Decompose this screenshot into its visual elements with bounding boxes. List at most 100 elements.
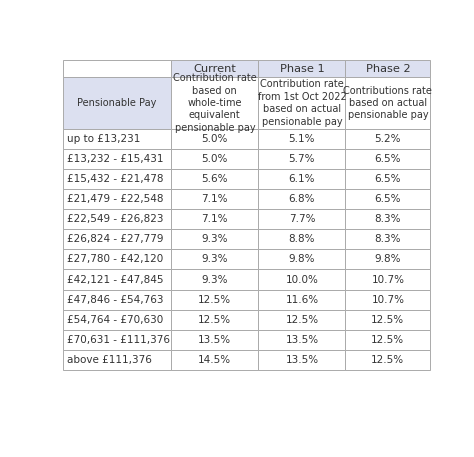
Text: 7.1%: 7.1% [201,194,228,204]
FancyBboxPatch shape [346,129,430,149]
Text: 6.5%: 6.5% [374,154,401,164]
Text: 5.6%: 5.6% [201,174,228,184]
FancyBboxPatch shape [258,189,346,209]
FancyBboxPatch shape [346,169,430,189]
Text: 10.0%: 10.0% [285,275,319,285]
FancyBboxPatch shape [171,290,258,309]
FancyBboxPatch shape [258,209,346,229]
FancyBboxPatch shape [258,250,346,270]
FancyBboxPatch shape [63,189,171,209]
Text: above £111,376: above £111,376 [67,355,152,365]
Text: 7.1%: 7.1% [201,214,228,224]
FancyBboxPatch shape [258,350,346,370]
FancyBboxPatch shape [258,169,346,189]
FancyBboxPatch shape [258,60,346,77]
FancyBboxPatch shape [63,77,171,129]
Text: Phase 1: Phase 1 [280,64,324,74]
FancyBboxPatch shape [346,309,430,329]
Text: £15,432 - £21,478: £15,432 - £21,478 [67,174,164,184]
Text: 9.3%: 9.3% [201,234,228,244]
FancyBboxPatch shape [63,270,171,290]
Text: 5.2%: 5.2% [374,134,401,144]
FancyBboxPatch shape [63,350,171,370]
FancyBboxPatch shape [258,129,346,149]
Text: £21,479 - £22,548: £21,479 - £22,548 [67,194,164,204]
FancyBboxPatch shape [171,129,258,149]
Text: 10.7%: 10.7% [371,275,404,285]
Text: 14.5%: 14.5% [198,355,231,365]
Text: 11.6%: 11.6% [285,295,319,304]
Text: 5.0%: 5.0% [201,134,228,144]
FancyBboxPatch shape [63,229,171,250]
FancyBboxPatch shape [346,209,430,229]
FancyBboxPatch shape [63,60,171,77]
Text: Contributions rate
based on actual
pensionable pay: Contributions rate based on actual pensi… [343,85,432,121]
FancyBboxPatch shape [171,60,258,77]
Text: £22,549 - £26,823: £22,549 - £26,823 [67,214,164,224]
Text: Contribution rate
from 1st Oct 2022
based on actual
pensionable pay: Contribution rate from 1st Oct 2022 base… [257,80,346,127]
Text: £13,232 - £15,431: £13,232 - £15,431 [67,154,164,164]
Text: 6.5%: 6.5% [374,174,401,184]
FancyBboxPatch shape [63,329,171,350]
Text: 5.1%: 5.1% [289,134,315,144]
Text: 12.5%: 12.5% [371,335,404,345]
FancyBboxPatch shape [346,350,430,370]
FancyBboxPatch shape [346,250,430,270]
Text: 6.8%: 6.8% [289,194,315,204]
Text: £26,824 - £27,779: £26,824 - £27,779 [67,234,164,244]
FancyBboxPatch shape [346,189,430,209]
FancyBboxPatch shape [346,149,430,169]
Text: Contribution rate
based on
whole-time
equivalent
pensionable pay: Contribution rate based on whole-time eq… [173,73,257,133]
FancyBboxPatch shape [171,77,258,129]
FancyBboxPatch shape [171,209,258,229]
Text: 9.8%: 9.8% [374,255,401,265]
Text: 7.7%: 7.7% [289,214,315,224]
Text: £47,846 - £54,763: £47,846 - £54,763 [67,295,164,304]
FancyBboxPatch shape [258,329,346,350]
Text: 13.5%: 13.5% [285,335,319,345]
FancyBboxPatch shape [171,229,258,250]
Text: 8.8%: 8.8% [289,234,315,244]
Text: 13.5%: 13.5% [198,335,231,345]
FancyBboxPatch shape [346,60,430,77]
Text: up to £13,231: up to £13,231 [67,134,141,144]
Text: 12.5%: 12.5% [198,295,231,304]
FancyBboxPatch shape [258,229,346,250]
Text: £54,764 - £70,630: £54,764 - £70,630 [67,314,164,324]
FancyBboxPatch shape [171,309,258,329]
FancyBboxPatch shape [346,77,430,129]
FancyBboxPatch shape [346,329,430,350]
FancyBboxPatch shape [346,270,430,290]
Text: Pensionable Pay: Pensionable Pay [77,98,157,108]
FancyBboxPatch shape [258,77,346,129]
FancyBboxPatch shape [346,290,430,309]
FancyBboxPatch shape [258,270,346,290]
Text: 12.5%: 12.5% [371,314,404,324]
FancyBboxPatch shape [171,149,258,169]
Text: 8.3%: 8.3% [374,234,401,244]
Text: 13.5%: 13.5% [285,355,319,365]
Text: Phase 2: Phase 2 [365,64,410,74]
FancyBboxPatch shape [63,309,171,329]
FancyBboxPatch shape [171,270,258,290]
Text: £42,121 - £47,845: £42,121 - £47,845 [67,275,164,285]
Text: 9.8%: 9.8% [289,255,315,265]
Text: 6.5%: 6.5% [374,194,401,204]
FancyBboxPatch shape [171,169,258,189]
FancyBboxPatch shape [171,329,258,350]
Text: 9.3%: 9.3% [201,275,228,285]
FancyBboxPatch shape [63,129,171,149]
FancyBboxPatch shape [63,290,171,309]
FancyBboxPatch shape [63,250,171,270]
Text: 6.1%: 6.1% [289,174,315,184]
FancyBboxPatch shape [171,350,258,370]
Text: 8.3%: 8.3% [374,214,401,224]
FancyBboxPatch shape [63,169,171,189]
Text: 9.3%: 9.3% [201,255,228,265]
Text: 5.7%: 5.7% [289,154,315,164]
Text: 12.5%: 12.5% [371,355,404,365]
Text: 10.7%: 10.7% [371,295,404,304]
FancyBboxPatch shape [171,189,258,209]
FancyBboxPatch shape [346,229,430,250]
FancyBboxPatch shape [258,149,346,169]
